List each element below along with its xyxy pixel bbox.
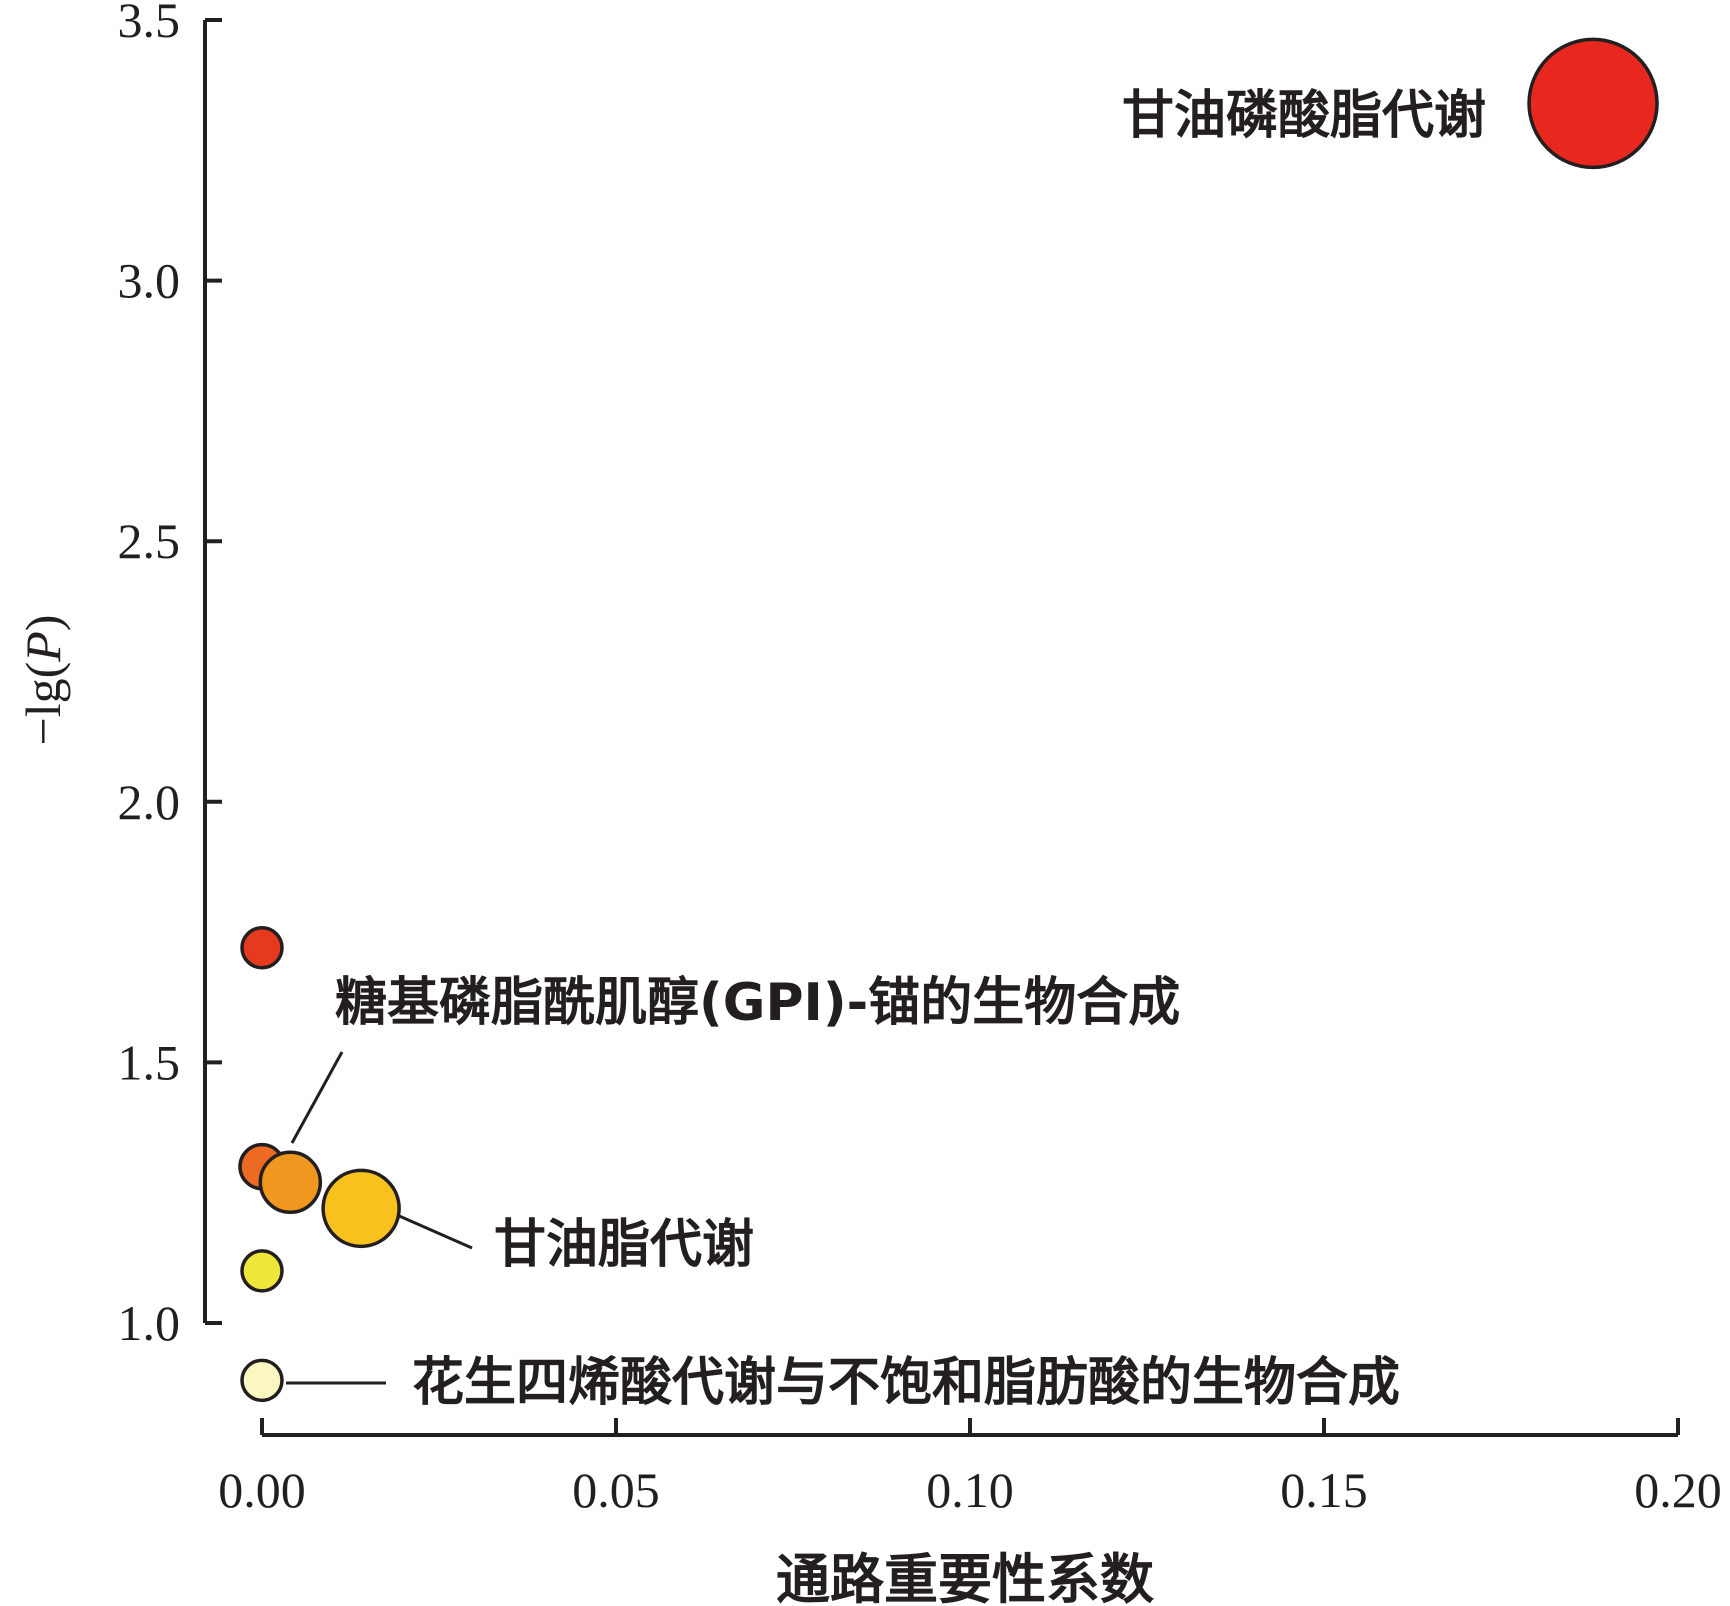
y-tick-label-5: 3.5 (118, 0, 181, 48)
x-tick-label-3: 0.15 (1280, 1462, 1368, 1518)
points (238, 37, 1659, 1403)
x-tick-label-1: 0.05 (572, 1462, 660, 1518)
annotation-glycerophospholipid: 甘油磷酸脂代谢 (1122, 86, 1486, 146)
y-ticks: 1.0 1.5 2.0 2.5 3.0 3.5 (118, 0, 222, 1351)
x-ticks: 0.00 0.05 0.10 0.15 0.20 (218, 1418, 1722, 1518)
leader-glycerolipid (396, 1213, 473, 1250)
point-4 (321, 1168, 401, 1249)
y-tick-label-2: 2.0 (118, 774, 181, 830)
point-3 (258, 1150, 323, 1215)
y-tick-label-1: 1.5 (118, 1034, 181, 1090)
y-axis-title-prefix: −lg( (15, 662, 71, 746)
x-axis-title: 通路重要性系数 (776, 1548, 1154, 1606)
y-axis-title-suffix: ) (15, 615, 71, 632)
axes (203, 20, 1678, 1437)
svg-text:−lg(P): −lg(P) (15, 615, 71, 746)
y-tick-label-0: 1.0 (118, 1295, 181, 1351)
point-0 (1527, 37, 1659, 170)
point-5 (240, 1249, 284, 1293)
x-tick-label-4: 0.20 (1634, 1462, 1722, 1518)
x-tick-label-2: 0.10 (926, 1462, 1014, 1518)
leader-gpi-anchor (290, 1051, 344, 1144)
annotations: 甘油磷酸脂代谢 糖基磷脂酰肌醇(GPI)-锚的生物合成 甘油脂代谢 花生四烯酸代… (286, 86, 1486, 1413)
y-axis-title: −lg(P) (15, 615, 71, 746)
annotation-gpi-anchor: 糖基磷脂酰肌醇(GPI)-锚的生物合成 (335, 973, 1180, 1033)
point-1 (240, 925, 284, 970)
y-tick-label-4: 3.0 (118, 253, 181, 309)
y-axis-title-var: P (15, 631, 71, 663)
y-tick-label-3: 2.5 (118, 513, 181, 569)
point-6 (240, 1358, 284, 1403)
annotation-arachidonic: 花生四烯酸代谢与不饱和脂肪酸的生物合成 (412, 1353, 1400, 1413)
x-tick-label-0: 0.00 (218, 1462, 306, 1518)
annotation-glycerolipid: 甘油脂代谢 (494, 1215, 754, 1275)
